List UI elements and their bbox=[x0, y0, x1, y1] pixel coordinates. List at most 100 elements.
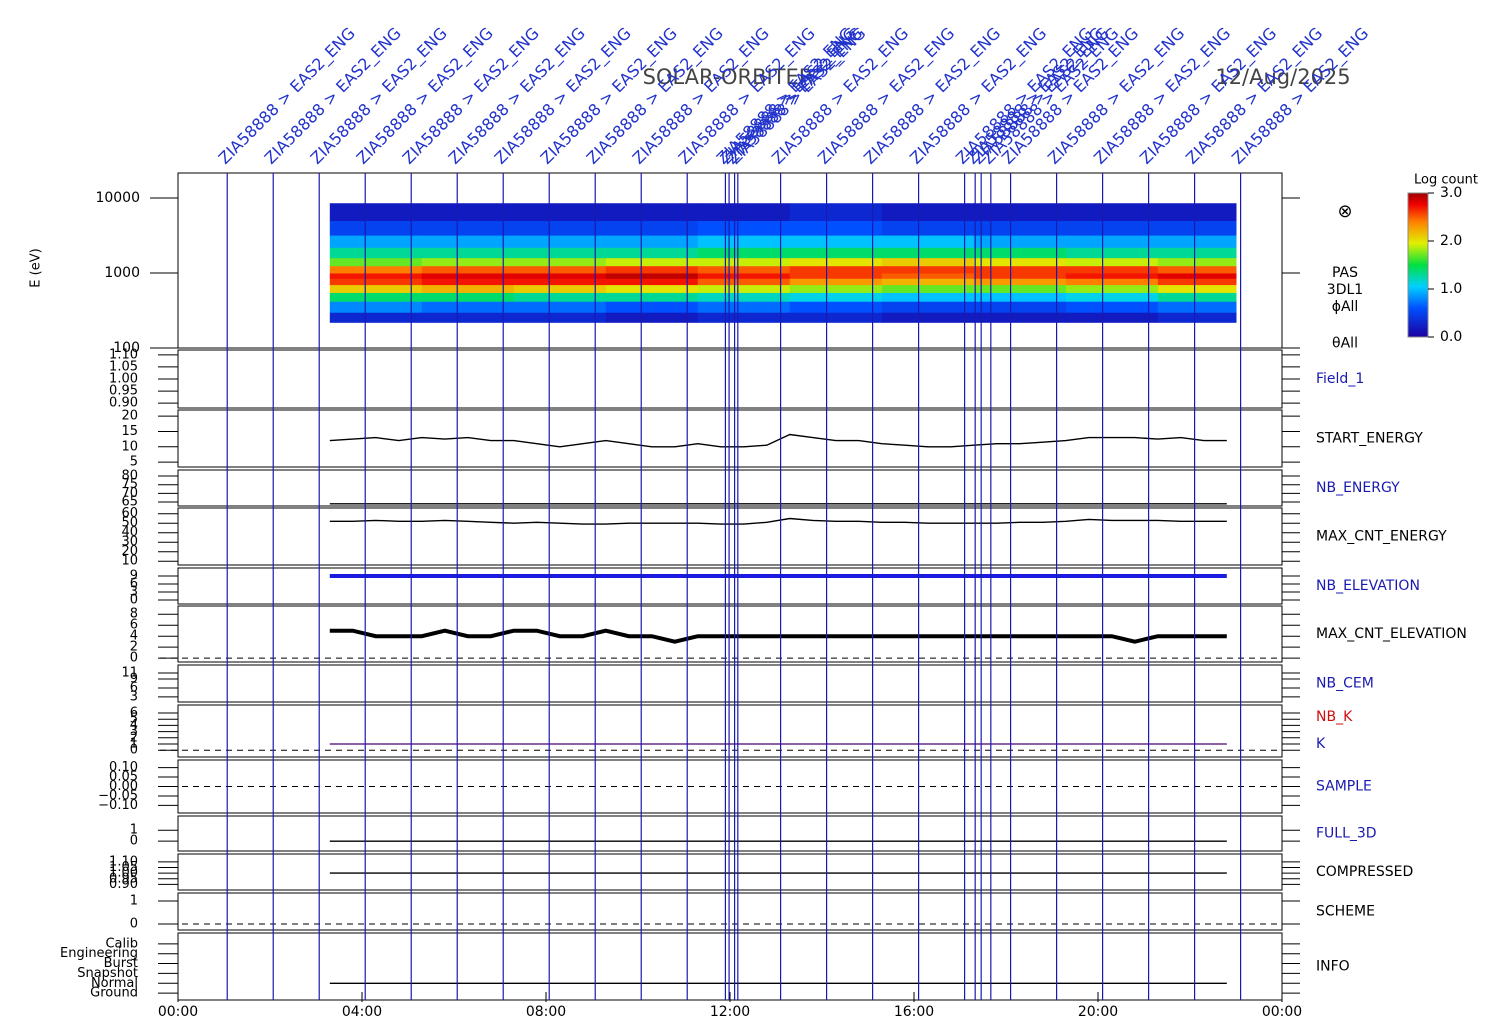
heat-cell bbox=[881, 257, 975, 267]
heat-cell bbox=[513, 235, 607, 248]
y-tick-label: 2 bbox=[130, 730, 138, 745]
panel-frame bbox=[177, 605, 1283, 663]
y-tick-label: 0 bbox=[130, 593, 138, 608]
y-tick-label: 0.90 bbox=[109, 877, 138, 892]
panel-label: INFO bbox=[1316, 959, 1350, 975]
y-tick-label: 100 bbox=[113, 340, 140, 356]
panel-frame bbox=[177, 932, 1283, 1001]
heat-cell bbox=[421, 247, 515, 259]
heat-cell bbox=[1065, 265, 1159, 274]
panel-label: COMPRESSED bbox=[1316, 864, 1413, 880]
heat-cell bbox=[973, 265, 1067, 274]
heat-cell bbox=[1065, 203, 1159, 222]
y-tick-label: 6 bbox=[130, 618, 138, 633]
heat-cell bbox=[1157, 312, 1237, 323]
y-tick-label: Ground bbox=[90, 986, 138, 1001]
panel-label: FULL_3D bbox=[1316, 826, 1377, 842]
y-tick-label: Normal bbox=[91, 976, 138, 991]
heat-cell bbox=[605, 272, 699, 279]
heat-cell bbox=[513, 272, 607, 279]
y-tick-label: 1 bbox=[130, 894, 138, 909]
y-tick-label: 1 bbox=[130, 823, 138, 838]
heat-cell bbox=[329, 247, 423, 259]
y-tick-label: Snapshot bbox=[77, 966, 138, 981]
y-tick-label: 80 bbox=[121, 469, 138, 484]
heat-cell bbox=[421, 312, 515, 323]
side-label: ϕAll bbox=[1332, 299, 1359, 315]
heat-cell bbox=[881, 272, 975, 279]
heat-cell bbox=[605, 203, 699, 222]
heat-cell bbox=[605, 284, 699, 293]
y-axis-label: E (eV) bbox=[29, 248, 44, 287]
y-tick-label: 0.95 bbox=[109, 871, 138, 886]
heat-cell bbox=[789, 278, 883, 286]
heat-cell bbox=[973, 312, 1067, 323]
heat-cell bbox=[605, 301, 699, 313]
colorbar bbox=[1407, 192, 1429, 338]
y-tick-label: 10 bbox=[121, 439, 138, 454]
y-tick-label: 75 bbox=[121, 477, 138, 492]
heat-cell bbox=[1065, 278, 1159, 286]
series-line bbox=[329, 517, 1227, 525]
heat-cell bbox=[513, 220, 607, 236]
heat-cell bbox=[329, 284, 423, 293]
y-tick-label: Calib bbox=[105, 936, 138, 951]
heat-cell bbox=[421, 220, 515, 236]
heat-cell bbox=[789, 301, 883, 313]
panel-frame bbox=[177, 759, 1283, 814]
heat-cell bbox=[973, 278, 1067, 286]
y-tick-label: 30 bbox=[121, 535, 138, 550]
y-tick-label: 0.95 bbox=[109, 384, 138, 399]
y-tick-label: 6 bbox=[130, 680, 138, 695]
heat-cell bbox=[881, 278, 975, 286]
heat-cell bbox=[1065, 220, 1159, 236]
heat-cell bbox=[789, 292, 883, 302]
heat-cell bbox=[789, 257, 883, 267]
heat-cell bbox=[973, 292, 1067, 302]
heat-cell bbox=[421, 272, 515, 279]
y-tick-label: 1.00 bbox=[109, 866, 138, 881]
y-tick-label: Burst bbox=[104, 956, 138, 971]
colorbar-tick-label: 1.0 bbox=[1440, 281, 1462, 297]
panel-frame bbox=[177, 507, 1283, 566]
heat-cell bbox=[1157, 284, 1237, 293]
heat-cell bbox=[881, 312, 975, 323]
heat-cell bbox=[1157, 272, 1237, 279]
heat-cell bbox=[513, 203, 607, 222]
heat-cell bbox=[881, 301, 975, 313]
heat-cell bbox=[973, 247, 1067, 259]
heat-cell bbox=[329, 301, 423, 313]
heat-cell bbox=[605, 278, 699, 286]
heat-cell bbox=[881, 235, 975, 248]
y-tick-label: 11 bbox=[121, 666, 138, 681]
panel-label: NB_ENERGY bbox=[1316, 480, 1400, 496]
heat-cell bbox=[789, 272, 883, 279]
y-tick-label: 0 bbox=[130, 834, 138, 849]
series-line bbox=[329, 433, 1227, 448]
heat-cell bbox=[973, 220, 1067, 236]
panel-label: SAMPLE bbox=[1316, 779, 1372, 795]
heat-cell bbox=[513, 301, 607, 313]
heat-cell bbox=[697, 265, 791, 274]
heat-cell bbox=[513, 312, 607, 323]
heat-cell bbox=[329, 257, 423, 267]
heat-cell bbox=[421, 203, 515, 222]
heat-cell bbox=[881, 203, 975, 222]
heat-cell bbox=[697, 257, 791, 267]
y-tick-label: 3 bbox=[130, 585, 138, 600]
heat-cell bbox=[605, 312, 699, 323]
y-tick-label: 40 bbox=[121, 525, 138, 540]
heat-cell bbox=[329, 220, 423, 236]
y-tick-label: 1000 bbox=[104, 265, 140, 281]
y-tick-label: 1 bbox=[130, 737, 138, 752]
panel-frame bbox=[177, 815, 1283, 852]
y-tick-label: 0 bbox=[130, 917, 138, 932]
heat-cell bbox=[513, 278, 607, 286]
heat-cell bbox=[697, 278, 791, 286]
y-tick-label: 6 bbox=[130, 577, 138, 592]
heat-cell bbox=[421, 301, 515, 313]
heat-cell bbox=[513, 247, 607, 259]
y-tick-label: 4 bbox=[130, 629, 138, 644]
y-tick-label: 0.90 bbox=[109, 396, 138, 411]
panel-frame bbox=[177, 567, 1283, 605]
